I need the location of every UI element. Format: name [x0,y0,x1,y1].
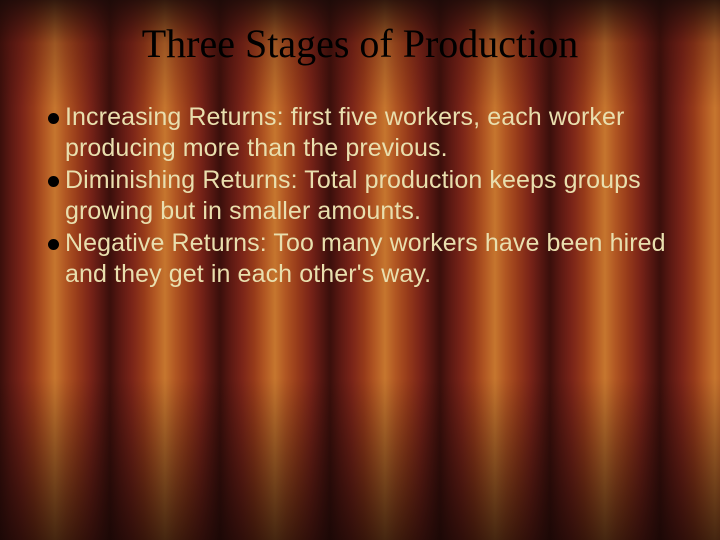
list-item: Increasing Returns: first five workers, … [48,102,676,163]
bullet-icon [48,239,59,250]
list-item: Diminishing Returns: Total production ke… [48,165,676,226]
slide: Three Stages of Production Increasing Re… [0,0,720,540]
bullet-icon [48,176,59,187]
bullet-text: Negative Returns: Too many workers have … [65,228,676,289]
bullet-text: Diminishing Returns: Total production ke… [65,165,676,226]
slide-body: Increasing Returns: first five workers, … [48,102,676,291]
list-item: Negative Returns: Too many workers have … [48,228,676,289]
bullet-icon [48,113,59,124]
bullet-text: Increasing Returns: first five workers, … [65,102,676,163]
slide-title: Three Stages of Production [0,20,720,67]
